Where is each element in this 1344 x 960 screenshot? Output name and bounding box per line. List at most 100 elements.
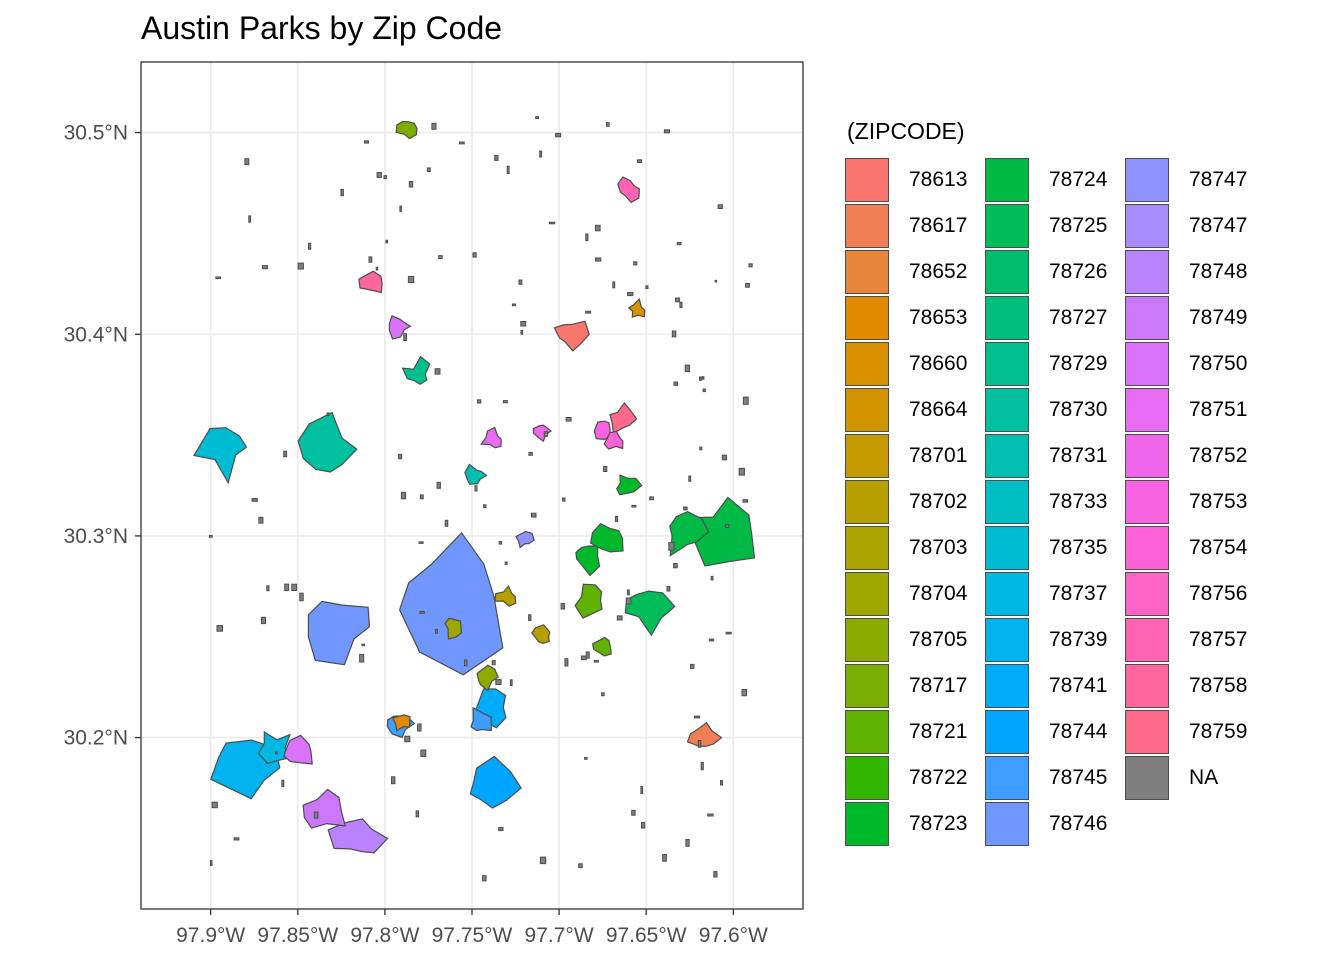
legend-label: 78737 [1049,582,1108,605]
legend-label: NA [1189,766,1219,789]
park-na [375,266,379,271]
legend-key-swatch [845,802,889,846]
park-na [291,583,298,592]
legend-item: 78737 [985,571,1125,617]
legend-label: 78758 [1189,674,1248,697]
legend-item: 78747 [1125,203,1265,249]
park-na [364,140,369,144]
legend-item: 78702 [845,479,985,525]
legend-key-swatch [1125,526,1169,570]
legend-item: 78735 [985,525,1125,571]
park-na [626,589,630,596]
legend-item: NA [1125,755,1265,801]
park-na [560,603,566,610]
legend-item: 78756 [1125,571,1265,617]
park-78617 [686,721,723,747]
park-na [420,749,427,757]
park-na [472,252,477,258]
park-na [258,516,264,524]
park-na [693,715,701,719]
x-tick-label: 97.85°W [257,924,338,947]
park-na [398,453,403,460]
legend-key-swatch [1125,618,1169,662]
park-na [679,301,683,308]
park-na [426,167,431,172]
park-78746 [398,531,504,676]
legend-key-swatch [985,664,1029,708]
park-na [627,292,634,297]
park-na [666,586,671,592]
park-na [555,132,562,138]
park-78702 [531,624,551,645]
legend-key-swatch [845,664,889,708]
park-na [434,368,441,375]
legend-label: 78744 [1049,720,1108,743]
park-na [281,779,285,788]
park-na [528,614,532,621]
park-na [683,506,688,511]
legend-column: 78613 78617 78652 78653 78660 78664 78701 78702… [845,157,985,847]
legend-item: 78727 [985,295,1125,341]
park-na [585,233,589,242]
legend-item: 78723 [845,801,985,847]
legend-item: 78617 [845,203,985,249]
legend-item: 78729 [985,341,1125,387]
legend-item: 78664 [845,387,985,433]
park-na [595,257,602,262]
park-na [283,450,288,458]
park-na [403,333,408,342]
park-na [745,283,750,288]
park-78745 [470,706,492,732]
park-na [520,329,524,335]
park-na [748,263,753,268]
park-78721 [591,636,612,657]
legend-key-swatch [1125,204,1169,248]
park-na [531,512,537,518]
park-na [707,813,714,817]
legend-item: 78744 [985,709,1125,755]
park-78758 [358,270,383,294]
park-na [662,854,667,862]
legend-item: 78751 [1125,387,1265,433]
park-78747 [515,530,535,549]
park-na [376,172,382,178]
legend-key-swatch [985,204,1029,248]
park-na [483,504,487,508]
park-na [684,364,691,373]
park-na [506,165,510,175]
legend-key-swatch [845,342,889,386]
legend-key-swatch [1125,756,1169,800]
legend-label: 78664 [909,398,968,421]
park-na [266,585,270,592]
park-78704 [444,617,463,640]
park-na [233,837,240,841]
legend-key-swatch [985,342,1029,386]
park-na [641,821,646,829]
park-na [211,801,218,809]
park-na [671,330,677,338]
park-na [361,643,365,647]
legend-item: 78733 [985,479,1125,525]
legend-label: 78725 [1049,214,1108,237]
legend-label: 78617 [909,214,968,237]
park-78750 [283,734,313,765]
park-na [385,239,389,244]
park-na [713,871,718,878]
legend-key-swatch [1125,388,1169,432]
park-na [725,631,732,635]
park-polygons [193,120,756,854]
legend-label: 78748 [1189,260,1248,283]
park-na [717,204,723,210]
legend-label: 78717 [909,674,968,697]
legend-item: 78749 [1125,295,1265,341]
park-na [539,856,547,865]
legend-key-swatch [985,388,1029,432]
park-na [474,485,478,492]
park-na [699,446,703,451]
legend-item: 78739 [985,617,1125,663]
legend-label: 78741 [1049,674,1108,697]
park-na [593,660,599,663]
park-na [419,494,424,500]
park-na [742,396,749,405]
park-na [625,597,632,605]
